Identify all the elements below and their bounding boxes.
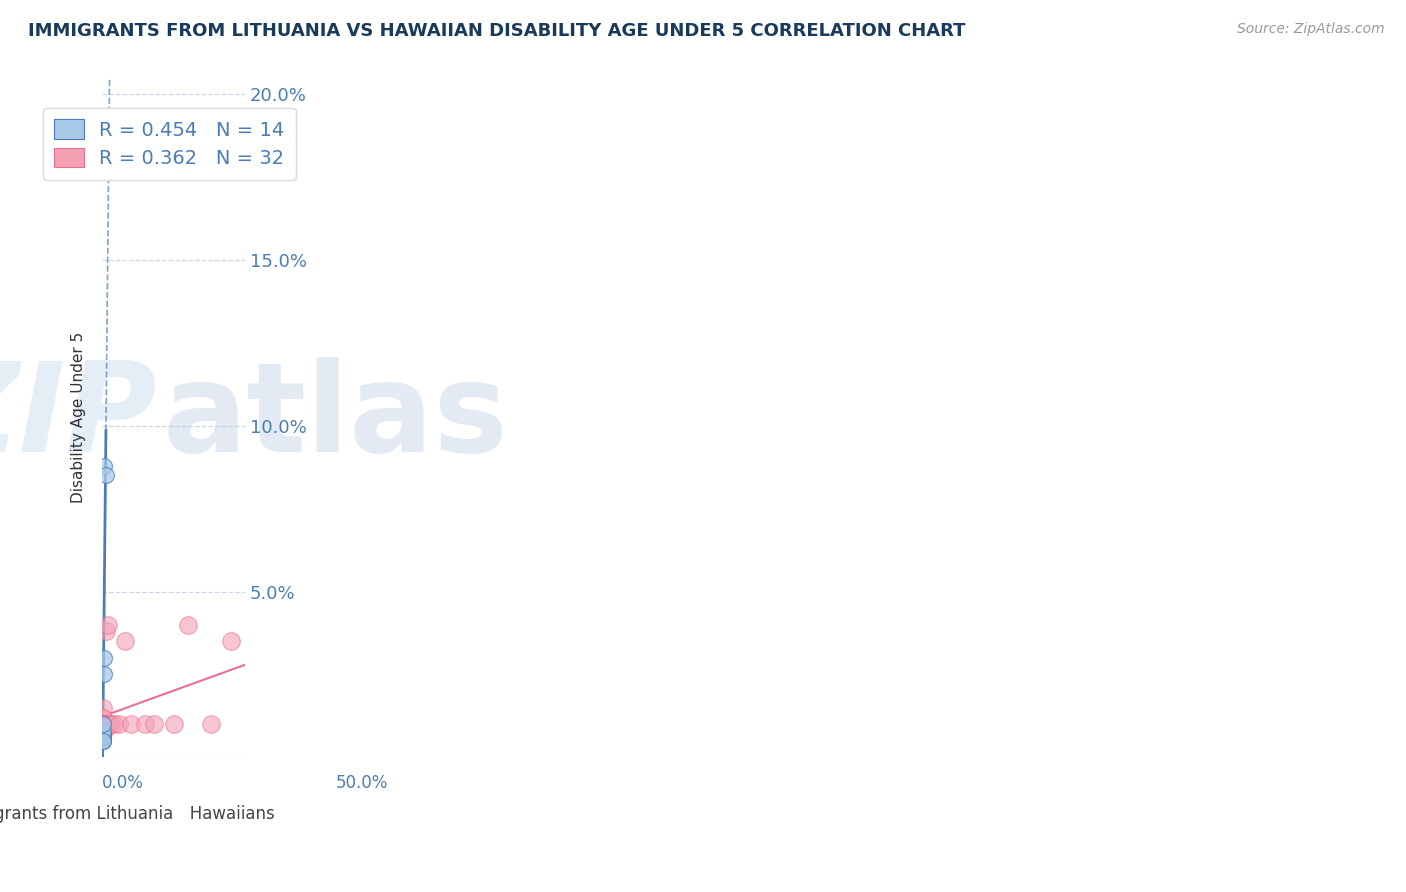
- Point: [93, 458, 115, 473]
- Point: [97, 617, 120, 632]
- Text: Source: ZipAtlas.com: Source: ZipAtlas.com: [1237, 22, 1385, 37]
- Point: [93, 651, 115, 665]
- Y-axis label: Disability Age Under 5: Disability Age Under 5: [72, 332, 86, 503]
- Point: [93, 717, 115, 731]
- Point: [134, 717, 156, 731]
- Point: [219, 634, 242, 648]
- Text: Immigrants from Lithuania: Immigrants from Lithuania: [0, 805, 174, 823]
- Legend: R = 0.454   N = 14, R = 0.362   N = 32: R = 0.454 N = 14, R = 0.362 N = 32: [42, 108, 297, 179]
- Point: [114, 634, 136, 648]
- Point: [108, 717, 131, 731]
- Point: [91, 717, 114, 731]
- Point: [103, 717, 125, 731]
- Point: [91, 734, 114, 748]
- Point: [91, 717, 114, 731]
- Text: 50.0%: 50.0%: [336, 774, 388, 792]
- Point: [96, 717, 118, 731]
- Point: [142, 717, 165, 731]
- Point: [163, 717, 186, 731]
- Text: atlas: atlas: [162, 357, 508, 478]
- Point: [91, 710, 114, 724]
- Point: [91, 717, 114, 731]
- Point: [91, 723, 114, 738]
- Point: [177, 617, 200, 632]
- Point: [91, 717, 114, 731]
- Point: [91, 734, 114, 748]
- Point: [91, 700, 114, 714]
- Point: [91, 734, 114, 748]
- Point: [91, 723, 114, 738]
- Text: IMMIGRANTS FROM LITHUANIA VS HAWAIIAN DISABILITY AGE UNDER 5 CORRELATION CHART: IMMIGRANTS FROM LITHUANIA VS HAWAIIAN DI…: [28, 22, 966, 40]
- Point: [98, 717, 121, 731]
- Point: [91, 727, 114, 741]
- Point: [93, 717, 115, 731]
- Point: [93, 717, 115, 731]
- Text: ZIP: ZIP: [0, 357, 156, 478]
- Point: [91, 734, 114, 748]
- Point: [93, 667, 115, 681]
- Point: [200, 717, 222, 731]
- Point: [120, 717, 142, 731]
- Text: 0.0%: 0.0%: [103, 774, 143, 792]
- Point: [96, 717, 118, 731]
- Point: [100, 717, 122, 731]
- Point: [94, 468, 117, 483]
- Point: [94, 717, 117, 731]
- Point: [97, 717, 120, 731]
- Point: [91, 731, 114, 745]
- Text: Hawaiians: Hawaiians: [174, 805, 274, 823]
- Point: [94, 624, 117, 639]
- Point: [93, 723, 115, 738]
- Point: [91, 734, 114, 748]
- Point: [91, 723, 114, 738]
- Point: [93, 717, 115, 731]
- Point: [91, 710, 114, 724]
- Point: [91, 710, 114, 724]
- Point: [91, 731, 114, 745]
